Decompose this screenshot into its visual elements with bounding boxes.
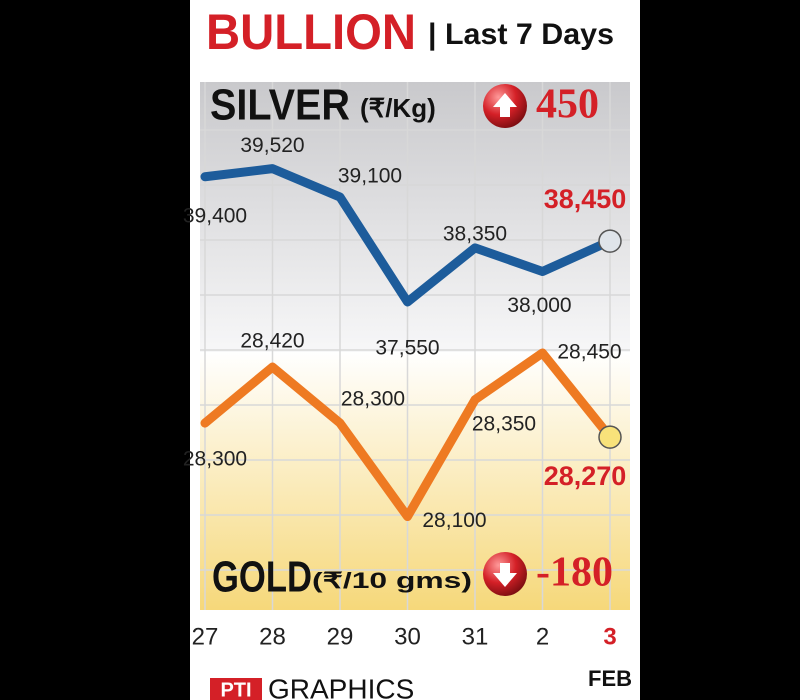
logo-box <box>210 678 262 700</box>
series-name: GOLD <box>212 553 312 602</box>
data-label: 38,350 <box>443 222 507 245</box>
data-label: 39,520 <box>240 134 304 157</box>
month-label: FEB <box>588 666 632 691</box>
x-tick-label: 3 <box>603 623 616 650</box>
footer-text: GRAPHICS <box>268 673 414 700</box>
series-unit: (₹/Kg) <box>360 93 436 123</box>
data-label: 28,300 <box>183 448 247 471</box>
line <box>200 164 615 307</box>
end-marker <box>598 229 622 253</box>
data-label: 38,000 <box>507 294 571 317</box>
series-name: SILVER <box>210 81 350 130</box>
series-unit: (₹/10 gms) <box>312 568 472 593</box>
gold-bg <box>200 352 630 610</box>
x-tick-label: 2 <box>536 623 549 650</box>
data-label: 28,350 <box>472 412 536 435</box>
change-arrow <box>493 93 517 117</box>
end-marker <box>598 425 622 449</box>
data-label: 39,100 <box>338 165 402 188</box>
x-tick-label: 28 <box>259 623 286 650</box>
change-value: -180 <box>536 550 613 596</box>
logo: PTI <box>220 679 251 700</box>
silver-bg <box>200 82 630 352</box>
x-tick-label: 31 <box>462 623 489 650</box>
data-label: 28,420 <box>240 330 304 353</box>
data-label: 28,300 <box>341 388 405 411</box>
data-label: 38,450 <box>544 184 627 214</box>
data-label: 28,450 <box>557 341 621 364</box>
data-label: 28,270 <box>544 461 627 491</box>
line <box>200 348 615 522</box>
data-label: 37,550 <box>375 337 439 360</box>
change-value: 450 <box>536 82 599 128</box>
title: BULLION <box>206 4 416 60</box>
data-label: 39,400 <box>183 204 247 227</box>
x-tick-label: 30 <box>394 623 421 650</box>
x-tick-label: 27 <box>192 623 219 650</box>
change-arrow <box>493 563 517 587</box>
x-tick-label: 29 <box>327 623 354 650</box>
subtitle: | Last 7 Days <box>428 18 614 51</box>
data-label: 28,100 <box>422 509 486 532</box>
